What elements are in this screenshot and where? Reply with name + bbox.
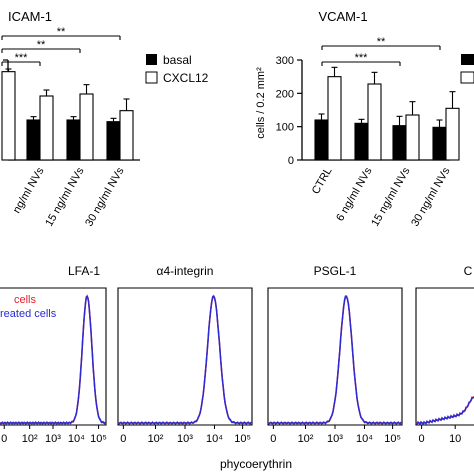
significance-label: ** bbox=[57, 26, 66, 38]
vcam-title: VCAM-1 bbox=[318, 9, 367, 24]
legend-label-cxcl12: CXCL12 bbox=[163, 71, 209, 85]
bar bbox=[354, 122, 369, 161]
bar bbox=[314, 119, 329, 161]
bar bbox=[367, 83, 382, 161]
x-tick-label: 10⁴ bbox=[356, 433, 373, 445]
histogram-frame bbox=[117, 287, 253, 426]
histogram-legend-control: cells bbox=[14, 294, 37, 306]
significance-label: ** bbox=[377, 36, 386, 48]
x-tick-label: 10² bbox=[148, 433, 164, 445]
significance-label: *** bbox=[355, 52, 369, 64]
x-tick-label: 30 ng/ml NVs bbox=[83, 165, 127, 229]
y-tick-label: 100 bbox=[276, 122, 294, 134]
bar bbox=[79, 93, 94, 161]
bar bbox=[106, 121, 121, 161]
vcam-y-axis-label: cells / 0.2 mm² bbox=[255, 67, 267, 139]
histogram-treated-curve bbox=[267, 295, 403, 425]
vcam-legend bbox=[460, 54, 474, 84]
x-tick-label: 0 bbox=[419, 433, 425, 445]
x-tick-label: 0 bbox=[1, 433, 7, 445]
histogram-title: α4-integrin bbox=[157, 264, 214, 278]
x-tick-label: 15 ng/ml NVs bbox=[369, 165, 413, 229]
bar bbox=[26, 119, 41, 161]
bar bbox=[1, 71, 16, 161]
x-tick-label: 10² bbox=[22, 433, 38, 445]
x-tick-label: 10² bbox=[298, 433, 314, 445]
icam-title: ICAM-1 bbox=[8, 9, 52, 24]
x-tick-label: 10⁴ bbox=[68, 433, 85, 445]
legend-label-basal: basal bbox=[163, 53, 192, 67]
significance-label: *** bbox=[15, 52, 29, 64]
shared-x-axis-label: phycoerythrin bbox=[220, 457, 292, 471]
x-tick-label: CTRL bbox=[310, 166, 335, 197]
bar bbox=[405, 114, 420, 161]
legend-swatch-basal bbox=[146, 54, 157, 65]
x-tick-label: 30 ng/ml NVs bbox=[409, 165, 453, 229]
histogram-legend-treated: reated cells bbox=[0, 308, 57, 320]
x-tick-label: 10⁵ bbox=[234, 433, 251, 445]
icam-legend: basal CXCL12 bbox=[145, 53, 209, 85]
legend-swatch-cxcl12 bbox=[145, 71, 158, 84]
bar bbox=[119, 110, 134, 161]
bar bbox=[445, 107, 460, 161]
bar bbox=[66, 119, 81, 161]
legend-swatch-dark bbox=[461, 54, 474, 65]
bar bbox=[392, 125, 407, 161]
y-tick-label: 0 bbox=[288, 155, 294, 167]
y-tick-label: 300 bbox=[276, 55, 294, 67]
histogram-frame bbox=[267, 287, 403, 426]
x-tick-label: 6 ng/ml NVs bbox=[334, 165, 375, 223]
x-tick-label: 10⁵ bbox=[90, 433, 107, 445]
histogram-control-curve bbox=[118, 294, 252, 424]
histogram-title: C bbox=[464, 264, 473, 278]
histogram-treated-curve bbox=[117, 295, 253, 425]
x-tick-label: 10³ bbox=[45, 433, 61, 445]
histogram-title: PSGL-1 bbox=[314, 264, 357, 278]
significance-label: ** bbox=[37, 39, 46, 51]
flow-histograms: LFA-1 0 10² 10³ 10⁴ 10⁵ cells reated cells α4-in… bbox=[0, 264, 474, 445]
x-tick-label: 0 bbox=[270, 433, 276, 445]
legend-swatch-light bbox=[460, 71, 474, 84]
x-tick-label: 10⁵ bbox=[384, 433, 401, 445]
x-tick-label: 10 bbox=[449, 433, 461, 445]
x-tick-label: ng/ml NVs bbox=[11, 165, 47, 215]
histogram-treated-curve bbox=[415, 396, 474, 426]
x-tick-label: 10⁴ bbox=[206, 433, 223, 445]
x-tick-label: 10³ bbox=[177, 433, 193, 445]
histogram-treated-curve bbox=[0, 295, 106, 425]
x-tick-label: 15 ng/ml NVs bbox=[43, 165, 87, 229]
x-tick-label: 0 bbox=[120, 433, 126, 445]
x-tick-label: 10³ bbox=[327, 433, 343, 445]
vcam-panel: VCAM-1 cells / 0.2 mm² 0 100 200 300 CTRL 6 n… bbox=[255, 9, 474, 229]
bar bbox=[39, 95, 54, 161]
histogram-frame bbox=[415, 287, 474, 426]
bar bbox=[432, 126, 447, 161]
y-tick-label: 200 bbox=[276, 88, 294, 100]
bar bbox=[327, 76, 342, 161]
histogram-title: LFA-1 bbox=[68, 264, 100, 278]
